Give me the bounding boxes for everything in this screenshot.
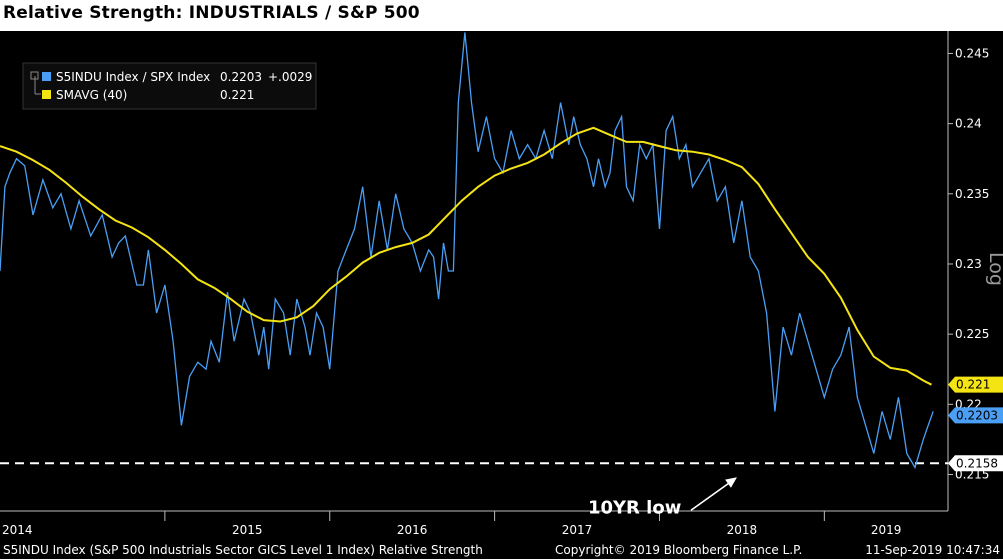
annotation-text: 10YR low xyxy=(588,497,681,518)
scale-label: Log xyxy=(985,252,1003,286)
tag-text: 0.2203 xyxy=(956,408,998,422)
legend-box xyxy=(22,62,317,110)
tag-shape xyxy=(948,407,1003,424)
last-value-labels: 0.221 0.2203 0.2158 xyxy=(948,376,1003,472)
x-tick-label: 2015 xyxy=(232,523,263,537)
title-bar: Relative Strength: INDUSTRIALS / S&P 500 xyxy=(0,0,1003,31)
footer-timestamp: 11-Sep-2019 10:47:34 xyxy=(865,543,1000,557)
annotation-arrowhead xyxy=(725,477,737,488)
legend-name-0: S5INDU Index / SPX Index xyxy=(56,70,210,84)
y-tick-label: 0.23 xyxy=(955,257,982,271)
tag-shape xyxy=(948,455,1003,472)
last-value-tag-relative-strength: 0.2203 xyxy=(948,407,1003,424)
footer: S5INDU Index (S&P 500 Industrials Sector… xyxy=(0,541,1003,559)
annotation-arrow xyxy=(690,479,734,511)
x-tick-label: 2017 xyxy=(562,523,593,537)
legend-change-0: +.0029 xyxy=(268,70,312,84)
legend-name-1: SMAVG (40) xyxy=(56,88,127,102)
annotation: 10YR low xyxy=(588,477,737,518)
y-tick-label: 0.245 xyxy=(955,46,989,60)
x-tick-label: 2019 xyxy=(871,523,902,537)
series-line-smavg-40 xyxy=(0,126,932,386)
tag-text: 0.2158 xyxy=(956,456,998,470)
x-tick-label: 2014 xyxy=(2,523,33,537)
legend-value-0: 0.2203 xyxy=(220,70,262,84)
y-tick-label: 0.225 xyxy=(955,327,989,341)
footer-description: S5INDU Index (S&P 500 Industrials Sector… xyxy=(3,543,483,557)
tag-shape xyxy=(948,376,1003,393)
y-tick-label: 0.235 xyxy=(955,187,989,201)
legend-swatch-relative-strength xyxy=(42,72,51,81)
x-tick-label: 2018 xyxy=(727,523,758,537)
x-tick-label: 2016 xyxy=(397,523,428,537)
legend-swatch-smavg xyxy=(42,90,51,99)
legend: S5INDU Index / SPX Index 0.2203 +.0029 S… xyxy=(22,62,317,110)
last-value-tag-smavg: 0.221 xyxy=(948,376,1003,393)
series-line-relative-strength xyxy=(0,32,934,470)
chart-title: Relative Strength: INDUSTRIALS / S&P 500 xyxy=(3,3,420,23)
legend-value-1: 0.221 xyxy=(220,88,254,102)
x-axis-ticks: 2014 2015 2016 2017 2018 2019 xyxy=(2,511,901,537)
footer-copyright: Copyright© 2019 Bloomberg Finance L.P. xyxy=(555,543,803,557)
y-tick-label: 0.24 xyxy=(955,117,982,131)
plot-background xyxy=(0,31,948,511)
tag-text: 0.221 xyxy=(956,378,990,392)
legend-expander[interactable] xyxy=(30,71,39,80)
ten-year-low-tag: 0.2158 xyxy=(948,455,1003,472)
